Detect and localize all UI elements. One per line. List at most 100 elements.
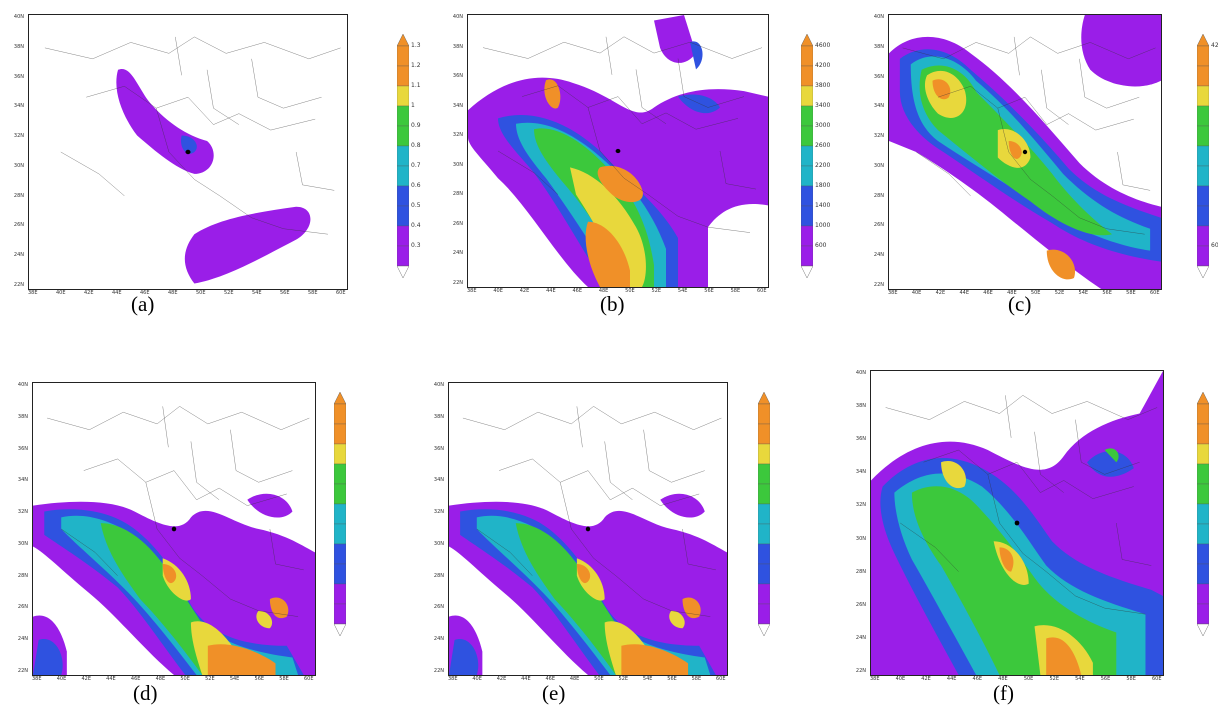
- colorbar-swatch: [1197, 85, 1209, 107]
- colorbar-label: 4200: [815, 62, 831, 69]
- lon-tick-label: 40E: [895, 676, 906, 682]
- lon-tick-label: 54E: [1075, 676, 1085, 682]
- contour-green-6: [100, 523, 276, 675]
- lon-tick-label: 60E: [757, 288, 767, 294]
- colorbar-swatch: [758, 523, 770, 545]
- contour-violet-1: [654, 15, 696, 63]
- lat-tick-label: 32N: [17, 509, 28, 516]
- colorbar-swatch: [801, 85, 813, 107]
- colorbar-label: 0.7: [411, 162, 421, 169]
- contour-orange-8: [1008, 141, 1022, 159]
- lat-tick-label: 32N: [855, 502, 866, 509]
- colorbar-label: 3000: [815, 122, 831, 129]
- colorbar-swatch: [334, 543, 346, 565]
- contour-orange-7: [932, 79, 951, 100]
- colorbar-label: 3400: [815, 102, 831, 109]
- country-borders: [483, 37, 762, 233]
- lon-tick-label: 46E: [140, 290, 150, 296]
- lon-tick-label: 42E: [921, 676, 931, 682]
- contour-orange-9: [1046, 249, 1076, 280]
- lat-tick-label: 38N: [433, 413, 444, 420]
- lon-tick-label: 38E: [467, 288, 477, 294]
- lon-tick-label: 54E: [252, 290, 262, 296]
- lat-tick-label: 28N: [452, 191, 463, 198]
- contour-orange-6: [597, 165, 643, 203]
- country-borders: [45, 37, 341, 234]
- lon-tick-label: 44E: [946, 676, 957, 682]
- colorbar-swatch: [1197, 105, 1209, 127]
- colorbar-swatch: [1197, 463, 1209, 485]
- lon-tick-label: 46E: [983, 290, 993, 296]
- lon-tick-label: 42E: [81, 676, 91, 682]
- colorbar-swatch: [334, 503, 346, 525]
- lon-tick-label: 44E: [521, 676, 531, 682]
- lon-tick-label: 50E: [1030, 290, 1041, 296]
- station-marker: [615, 148, 621, 154]
- colorbar-label: 1800: [815, 182, 831, 189]
- lon-tick-label: 52E: [224, 290, 234, 296]
- lat-tick-label: 36N: [17, 445, 28, 452]
- colorbar-swatch: [801, 245, 813, 267]
- lat-tick-label: 30N: [873, 162, 884, 169]
- station-marker: [171, 526, 177, 532]
- lat-tick-label: 34N: [452, 102, 463, 109]
- lat-tick-label: 30N: [452, 161, 463, 168]
- lon-tick-label: 40E: [472, 676, 482, 682]
- colorbar-swatch: [1197, 205, 1209, 227]
- colorbar: [758, 392, 770, 636]
- lat-tick-label: 34N: [17, 477, 28, 484]
- lon-tick-label: 58E: [691, 676, 702, 682]
- contour-field: [33, 383, 315, 675]
- lat-tick-label: 40N: [452, 14, 463, 20]
- lat-tick-label: 24N: [873, 252, 884, 259]
- colorbar-swatch: [397, 185, 409, 207]
- contour-violet-1: [660, 493, 705, 518]
- contour-violet-1: [247, 493, 293, 518]
- colorbar-swatch: [1197, 603, 1209, 625]
- colorbar-label: 42: [1211, 42, 1218, 49]
- colorbar-swatch: [1197, 185, 1209, 207]
- lat-tick-label: 38N: [855, 403, 866, 410]
- colorbar: [334, 392, 346, 636]
- map-plot-area: [870, 370, 1164, 676]
- lat-tick-label: 40N: [17, 382, 28, 388]
- lon-tick-label: 44E: [546, 288, 556, 294]
- lat-tick-label: 22N: [855, 668, 866, 674]
- lon-tick-label: 40E: [56, 290, 66, 296]
- contour-orange-9: [576, 564, 591, 584]
- colorbar-swatch: [397, 165, 409, 187]
- lat-tick-label: 28N: [855, 568, 866, 575]
- lon-tick-label: 60E: [336, 290, 346, 296]
- colorbar-swatch: [334, 463, 346, 485]
- lat-tick-label: 30N: [855, 535, 866, 542]
- lon-tick-label: 50E: [594, 676, 604, 682]
- lon-tick-label: 46E: [572, 288, 582, 294]
- country-borders: [886, 395, 1158, 614]
- lon-tick-label: 50E: [1023, 676, 1034, 682]
- colorbar-swatch: [801, 45, 813, 67]
- contour-orange-8: [1046, 637, 1082, 675]
- colorbar-swatch: [801, 125, 813, 147]
- lat-tick-label: 26N: [452, 220, 463, 227]
- lat-tick-label: 28N: [17, 572, 28, 579]
- colorbar-swatch: [1197, 45, 1209, 67]
- colorbar-label: 2600: [815, 142, 831, 149]
- contour-field: [468, 15, 768, 287]
- lon-tick-label: 50E: [625, 288, 635, 294]
- lon-tick-label: 60E: [1152, 676, 1162, 682]
- lon-tick-label: 42E: [496, 676, 507, 682]
- panel-caption: (a): [131, 292, 155, 316]
- colorbar-label: 0.9: [411, 122, 421, 129]
- lon-tick-label: 44E: [106, 676, 116, 682]
- lon-tick-label: 52E: [1049, 676, 1059, 682]
- station-marker: [1014, 520, 1020, 526]
- colorbar-swatch: [801, 205, 813, 227]
- latitude-ticks: 40N 38N 36N 34N 32N 30N 28N 26N 24N 22N: [428, 382, 446, 674]
- colorbar: [801, 34, 813, 278]
- lat-tick-label: 24N: [855, 634, 866, 641]
- lat-tick-label: 40N: [873, 14, 884, 20]
- contour-orange-8: [544, 79, 561, 109]
- contour-yellow-4: [941, 460, 966, 489]
- contour-field: [449, 383, 727, 675]
- latitude-ticks: 40N 38N 36N 34N 32N 30N 28N 26N 24N 22N: [868, 14, 886, 288]
